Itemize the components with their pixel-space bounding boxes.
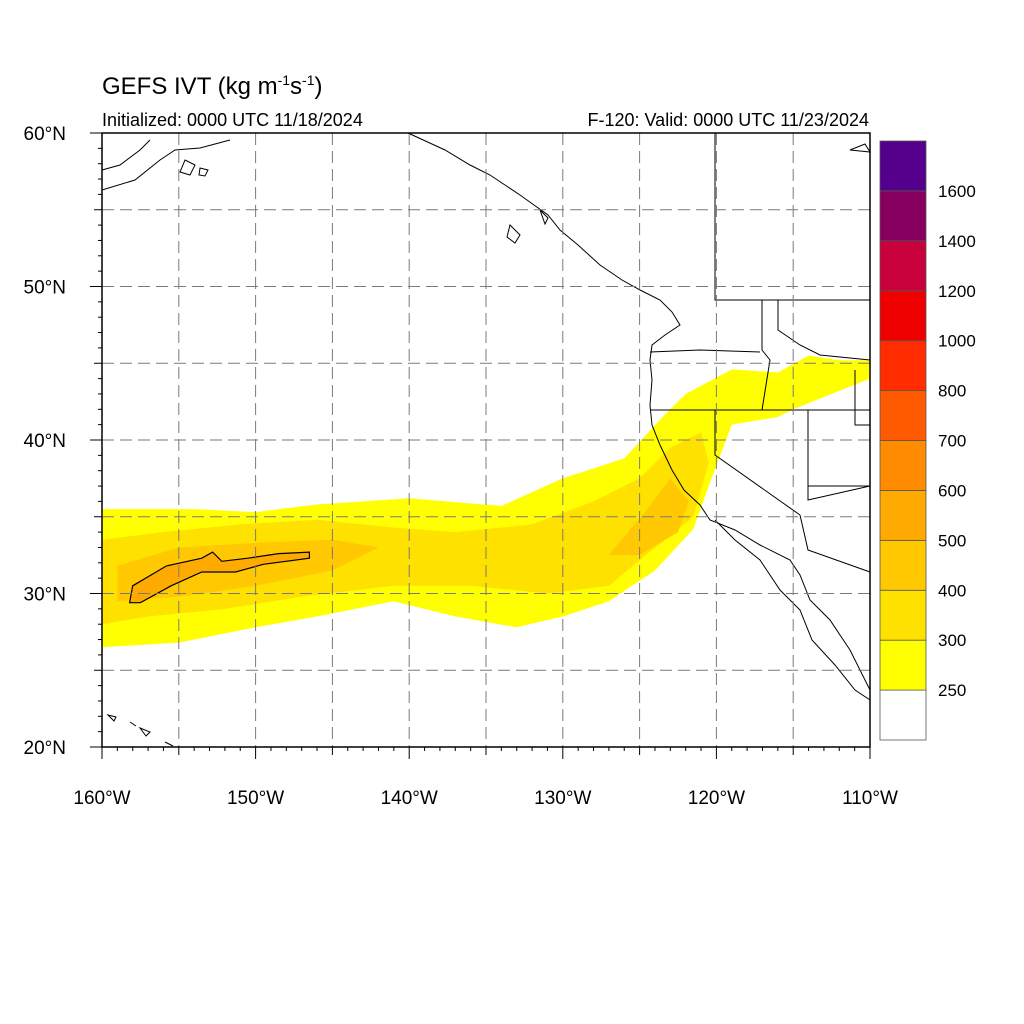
colorbar-label: 1200 [938,282,976,301]
colorbar-swatch [879,390,927,441]
colorbar-label: 1600 [938,182,976,201]
lat-label: 40°N [24,431,66,452]
colorbar-label: 700 [938,432,966,451]
political-borders [649,133,871,573]
lon-label: 120°W [688,788,745,809]
colorbar-label: 1000 [938,332,976,351]
colorbar-swatch [879,240,927,292]
coastline [101,132,871,747]
map-gridlines [102,133,870,747]
colorbar-swatch [879,689,927,741]
colorbar-swatch [879,539,927,591]
colorbar-label: 800 [938,382,966,401]
lon-label: 160°W [73,788,130,809]
colorbar-label: 300 [938,631,966,650]
colorbar-label: 500 [938,531,966,550]
ivt-500-contour [128,551,310,604]
colorbar-label: 600 [938,481,966,500]
colorbar-swatch [879,190,927,242]
colorbar-label: 400 [938,581,966,600]
ivt-400-region [117,539,379,602]
map-title: GEFS IVT (kg m-1s-1) [102,72,323,100]
colorbar-swatch [879,639,927,691]
colorbar-label: 1400 [938,232,976,251]
colorbar-swatch [879,490,927,541]
lat-label: 30°N [24,585,66,606]
lat-label: 50°N [24,278,66,299]
initialized-label: Initialized: 0000 UTC 11/18/2024 [102,110,363,130]
longitude-labels: 160°W 150°W 140°W 130°W 120°W 110°W [73,788,898,809]
map-frame [101,132,871,748]
latitude-labels: 60°N 50°N 40°N 30°N 20°N [24,124,66,759]
lon-label: 130°W [534,788,591,809]
lat-label: 20°N [24,738,66,759]
colorbar-label: 250 [938,681,966,700]
colorbar-swatch [879,440,927,491]
lon-label: 150°W [227,788,284,809]
valid-time-label: F-120: Valid: 0000 UTC 11/23/2024 [587,110,869,130]
colorbar-swatch [879,340,927,391]
ivt-plume [102,355,870,648]
colorbar-swatch [879,140,927,192]
lon-label: 140°W [381,788,438,809]
lat-label: 60°N [24,124,66,145]
colorbar-swatch [879,290,927,342]
lon-label: 110°W [842,788,898,809]
colorbar: 250 300 400 500 600 700 800 1000 1200 1400 1600 [879,140,976,741]
colorbar-swatch [879,589,927,641]
axis-ticks [90,132,871,759]
